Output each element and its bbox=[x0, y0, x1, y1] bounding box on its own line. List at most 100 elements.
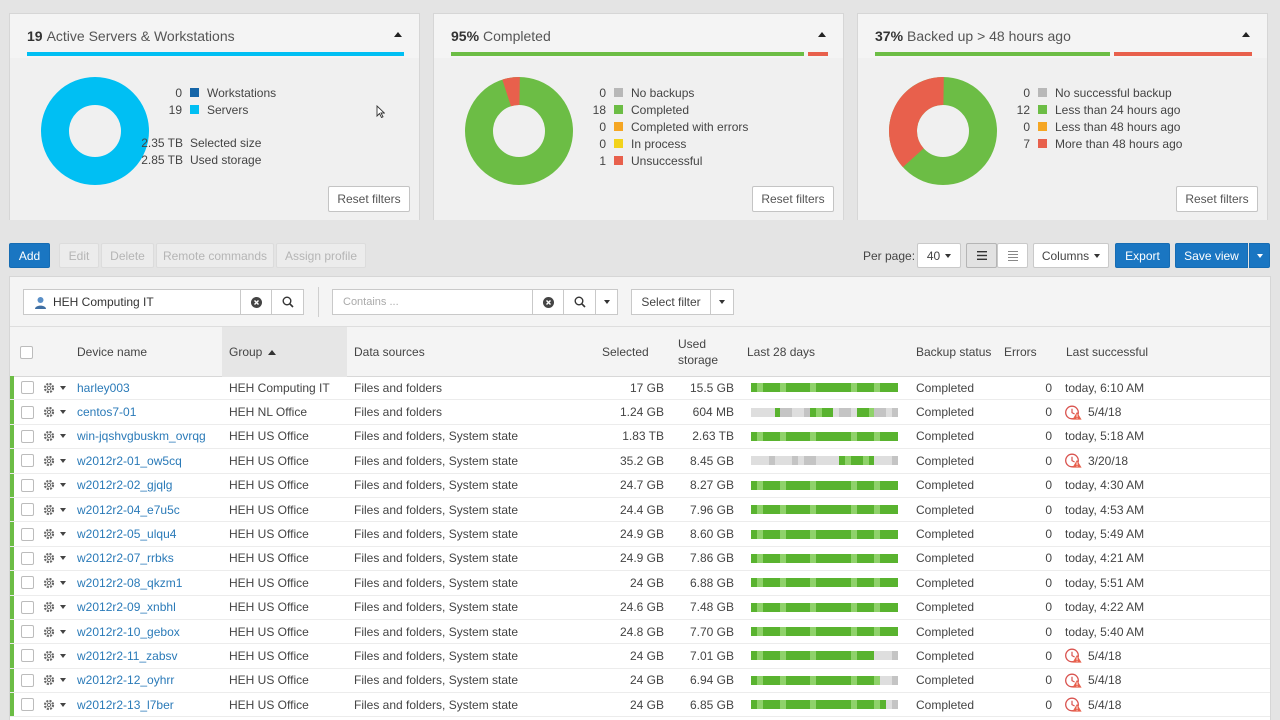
device-name-link[interactable]: w2012r2-01_ow5cq bbox=[77, 453, 182, 468]
column-selected[interactable]: Selected bbox=[602, 345, 649, 359]
row-checkbox[interactable] bbox=[21, 425, 34, 448]
device-name-link[interactable]: w2012r2-10_gebox bbox=[77, 624, 180, 639]
row-actions-menu[interactable] bbox=[43, 571, 66, 594]
column-last-28-days[interactable]: Last 28 days bbox=[747, 345, 816, 359]
device-name-link[interactable]: w2012r2-08_qkzm1 bbox=[77, 575, 183, 590]
row-checkbox[interactable] bbox=[21, 620, 34, 643]
row-actions-menu[interactable] bbox=[43, 449, 66, 472]
row-actions-menu[interactable] bbox=[43, 547, 66, 570]
table-row[interactable]: harley003 HEH Computing IT Files and folde… bbox=[10, 376, 1270, 401]
row-actions-menu[interactable] bbox=[43, 596, 66, 619]
checkbox[interactable] bbox=[21, 405, 34, 419]
table-row[interactable]: w2012r2-05_ulqu4 HEH US Office Files and f… bbox=[10, 522, 1270, 547]
last-28-days-timeline[interactable] bbox=[751, 596, 898, 619]
collapse-caret-icon[interactable] bbox=[394, 32, 402, 37]
last-28-days-timeline[interactable] bbox=[751, 571, 898, 594]
checkbox[interactable] bbox=[21, 649, 34, 663]
legend-item-more-48h[interactable]: 7 More than 48 hours ago bbox=[1023, 136, 1183, 151]
row-actions-menu[interactable] bbox=[43, 474, 66, 497]
row-checkbox[interactable] bbox=[21, 693, 34, 716]
table-row[interactable]: w2012r2-04_e7u5c HEH US Office Files and f… bbox=[10, 497, 1270, 523]
legend-item-servers[interactable]: 19 Servers bbox=[168, 102, 249, 117]
checkbox[interactable] bbox=[21, 381, 34, 395]
checkbox[interactable] bbox=[21, 454, 34, 468]
reset-filters-button[interactable]: Reset filters bbox=[1176, 186, 1258, 212]
row-actions-menu[interactable] bbox=[43, 522, 66, 545]
last-28-days-timeline[interactable] bbox=[751, 474, 898, 497]
legend-item-completed-with-errors[interactable]: 0 Completed with errors bbox=[599, 119, 749, 134]
checkbox[interactable] bbox=[21, 551, 34, 565]
checkbox[interactable] bbox=[21, 478, 34, 492]
device-name-link[interactable]: w2012r2-04_e7u5c bbox=[77, 502, 180, 517]
device-name-link[interactable]: w2012r2-09_xnbhl bbox=[77, 600, 176, 615]
row-actions-menu[interactable] bbox=[43, 498, 66, 521]
legend-item-no-backups[interactable]: 0 No backups bbox=[599, 85, 695, 100]
list-view-toggle[interactable] bbox=[966, 243, 997, 268]
last-28-days-timeline[interactable] bbox=[751, 449, 898, 472]
table-row[interactable]: w2012r2-02_gjqlg HEH US Office Files and f… bbox=[10, 473, 1270, 498]
device-name-link[interactable]: win-jqshvgbuskm_ovrqg bbox=[77, 429, 206, 444]
last-28-days-timeline[interactable] bbox=[751, 547, 898, 570]
legend-item-completed[interactable]: 18 Completed bbox=[592, 102, 690, 117]
row-actions-menu[interactable] bbox=[43, 400, 66, 423]
device-name-link[interactable]: w2012r2-02_gjqlg bbox=[77, 478, 173, 493]
table-row[interactable]: w2012r2-12_oyhrr HEH US Office Files and f… bbox=[10, 668, 1270, 694]
row-actions-menu[interactable] bbox=[43, 644, 66, 667]
table-row[interactable]: w2012r2-01_ow5cq HEH US Office Files and f… bbox=[10, 449, 1270, 474]
search-options-dropdown[interactable] bbox=[595, 289, 618, 315]
select-all-checkbox[interactable] bbox=[20, 327, 33, 377]
table-row[interactable]: w2012r2-13_l7ber HEH US Office Files and f… bbox=[10, 693, 1270, 718]
checkbox[interactable] bbox=[21, 503, 34, 517]
backedup-donut-chart[interactable] bbox=[889, 77, 997, 185]
device-name-link[interactable]: w2012r2-13_l7ber bbox=[77, 697, 174, 712]
row-checkbox[interactable] bbox=[21, 571, 34, 594]
compact-view-toggle[interactable] bbox=[997, 243, 1028, 268]
select-filter-dropdown[interactable] bbox=[710, 289, 734, 315]
group-filter-field[interactable]: HEH Computing IT bbox=[23, 289, 241, 315]
reset-filters-button[interactable]: Reset filters bbox=[752, 186, 834, 212]
clear-contains-button[interactable] bbox=[532, 289, 564, 315]
row-checkbox[interactable] bbox=[21, 400, 34, 423]
row-checkbox[interactable] bbox=[21, 547, 34, 570]
row-actions-menu[interactable] bbox=[43, 669, 66, 692]
legend-item-no-successful[interactable]: 0 No successful backup bbox=[1023, 85, 1172, 100]
table-row[interactable]: centos7-01 HEH NL Office Files and folders… bbox=[10, 400, 1270, 425]
row-actions-menu[interactable] bbox=[43, 425, 66, 448]
checkbox[interactable] bbox=[21, 600, 34, 614]
last-28-days-timeline[interactable] bbox=[751, 620, 898, 643]
column-backup-status[interactable]: Backup status bbox=[916, 345, 992, 359]
contains-search-input[interactable]: Contains ... bbox=[332, 289, 533, 315]
edit-button[interactable]: Edit bbox=[59, 243, 99, 268]
last-28-days-timeline[interactable] bbox=[751, 400, 898, 423]
last-28-days-timeline[interactable] bbox=[751, 693, 898, 716]
add-button[interactable]: Add bbox=[9, 243, 50, 268]
column-used-storage[interactable]: Used storage bbox=[678, 327, 718, 377]
table-row[interactable]: w2012r2-11_zabsv HEH US Office Files and f… bbox=[10, 644, 1270, 669]
save-view-button[interactable]: Save view bbox=[1175, 243, 1248, 268]
row-checkbox[interactable] bbox=[21, 644, 34, 667]
last-28-days-timeline[interactable] bbox=[751, 669, 898, 692]
legend-item-workstations[interactable]: 0 Workstations bbox=[175, 85, 277, 100]
column-errors[interactable]: Errors bbox=[1004, 345, 1037, 359]
collapse-caret-icon[interactable] bbox=[1242, 32, 1250, 37]
checkbox[interactable] bbox=[21, 625, 34, 639]
row-actions-menu[interactable] bbox=[43, 693, 66, 716]
device-name-link[interactable]: w2012r2-05_ulqu4 bbox=[77, 527, 177, 542]
device-name-link[interactable]: w2012r2-12_oyhrr bbox=[77, 673, 175, 688]
row-checkbox[interactable] bbox=[21, 522, 34, 545]
reset-filters-button[interactable]: Reset filters bbox=[328, 186, 410, 212]
last-28-days-timeline[interactable] bbox=[751, 644, 898, 667]
column-data-sources[interactable]: Data sources bbox=[354, 345, 425, 359]
last-28-days-timeline[interactable] bbox=[751, 376, 898, 399]
legend-item-unsuccessful[interactable]: 1 Unsuccessful bbox=[599, 153, 703, 168]
collapse-caret-icon[interactable] bbox=[818, 32, 826, 37]
assign-profile-button[interactable]: Assign profile bbox=[276, 243, 366, 268]
contains-search-button[interactable] bbox=[563, 289, 596, 315]
checkbox[interactable] bbox=[21, 527, 34, 541]
checkbox[interactable] bbox=[21, 673, 34, 687]
row-checkbox[interactable] bbox=[21, 669, 34, 692]
last-28-days-timeline[interactable] bbox=[751, 522, 898, 545]
group-search-button[interactable] bbox=[271, 289, 304, 315]
row-checkbox[interactable] bbox=[21, 474, 34, 497]
row-checkbox[interactable] bbox=[21, 498, 34, 521]
